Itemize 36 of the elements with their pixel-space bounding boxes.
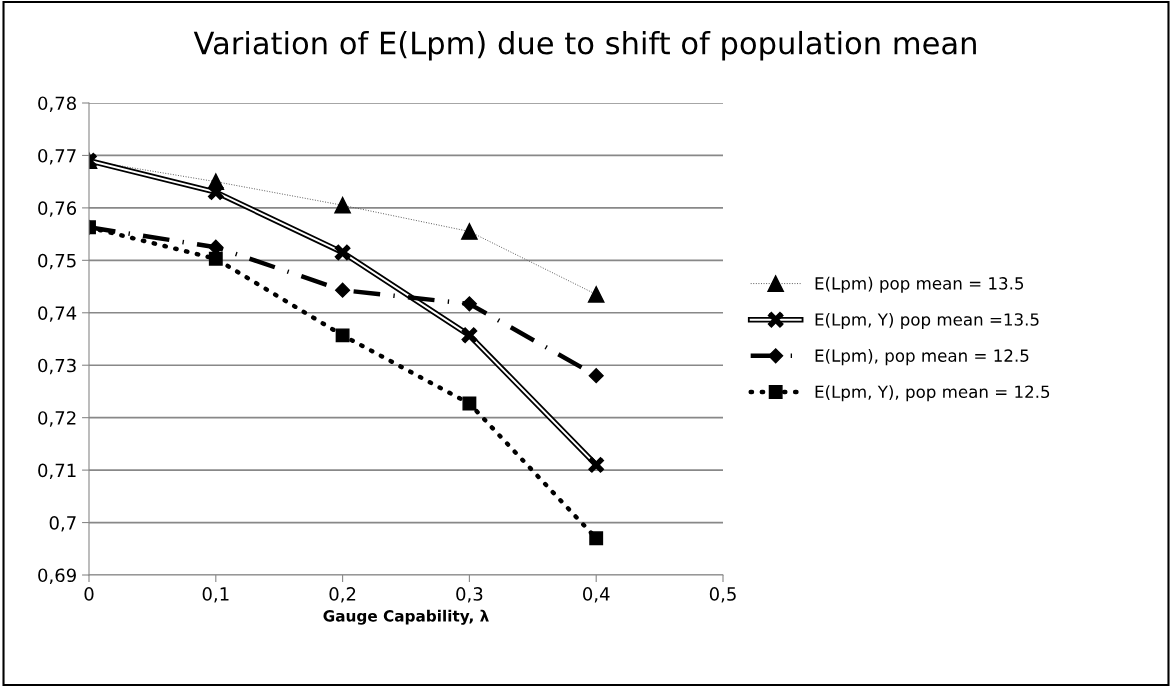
legend-label: E(Lpm), pop mean = 12.5 [815,349,1029,366]
x-tick-label: 0,1 [202,587,229,603]
x-tick-label: 0,5 [709,587,736,603]
y-tick-label: 0,75 [38,253,76,270]
point [588,368,604,384]
point [461,223,478,240]
point [334,196,351,214]
y-tick-label: 0,78 [38,96,76,112]
y-tick-label: 0,7 [49,516,76,532]
chart-title: Variation of E(Lpm) due to shift of population mean [193,30,976,61]
y-tick-label: 0,77 [38,148,76,165]
legend-label: E(Lpm, Y) pop mean =13.5 [815,312,1039,329]
x-axis-title: Gauge Capability, λ [323,609,489,625]
legend-label: E(Lpm) pop mean = 13.5 [815,276,1024,293]
point [462,396,477,411]
point [587,286,605,303]
point [333,243,352,262]
y-tick-label: 0,73 [38,358,76,375]
point [335,282,351,298]
point [335,328,350,343]
x-tick-label: 0,3 [456,587,483,603]
y-tick-label: 0,76 [38,201,77,217]
legend-label: E(Lpm, Y), pop mean = 12.5 [815,385,1050,402]
x-tick-label: 0,4 [583,587,610,603]
point [460,326,479,345]
point [206,183,225,202]
x-tick-label: 0 [84,587,94,601]
y-tick-label: 0,71 [38,463,76,480]
point [461,296,477,312]
x-tick-label: 0,2 [329,587,356,603]
point [589,531,604,546]
point [208,251,223,266]
y-tick-label: 0,74 [38,306,77,322]
y-tick-label: 0,72 [38,411,76,427]
point [587,455,606,474]
y-tick-label: 0,69 [38,568,76,584]
